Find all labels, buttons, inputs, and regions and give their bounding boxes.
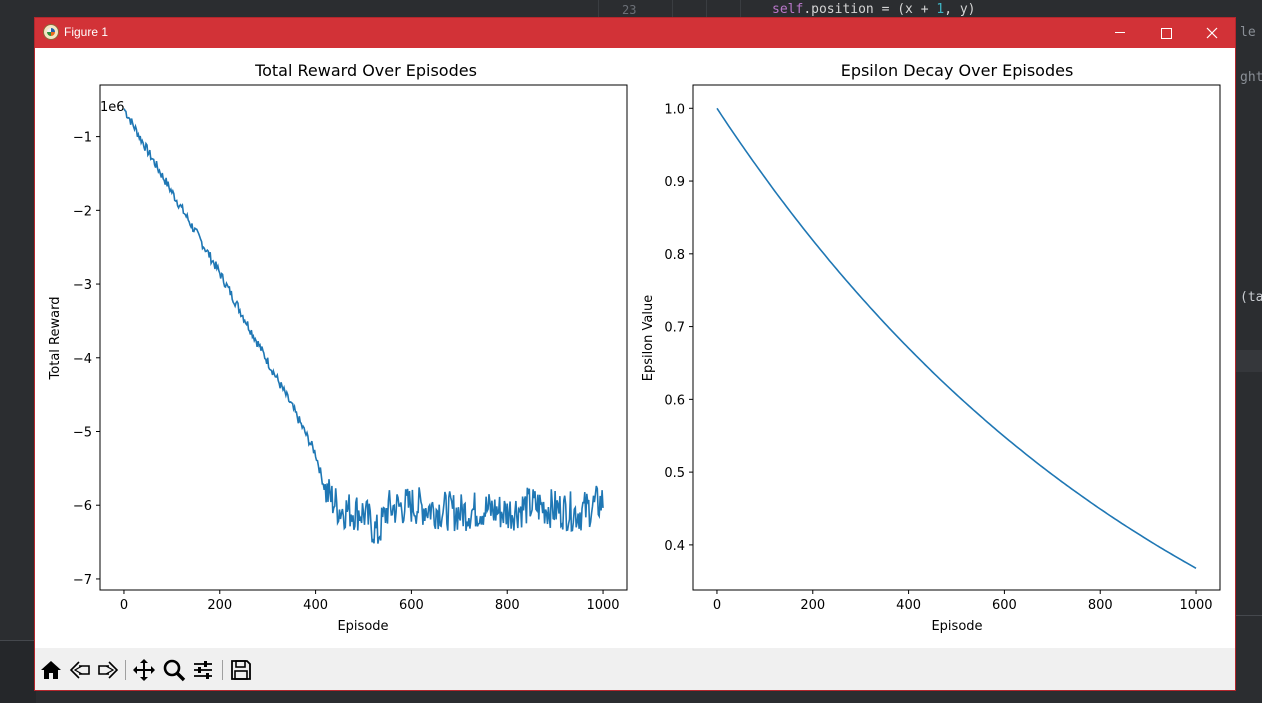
x-axis-label: Episode — [337, 619, 388, 634]
close-button[interactable] — [1189, 18, 1235, 48]
y-tick-label: −5 — [73, 425, 92, 440]
y-tick-label: −3 — [73, 278, 92, 293]
forward-icon — [98, 661, 119, 679]
home-icon — [41, 661, 61, 679]
close-icon — [1206, 27, 1218, 39]
line-number: 23 — [622, 3, 637, 17]
plot-frame — [99, 84, 628, 591]
home-button[interactable] — [39, 658, 63, 682]
y-tick-label: 0.6 — [664, 393, 685, 408]
y-axis-label: Epsilon Value — [641, 295, 656, 382]
save-icon — [231, 660, 251, 680]
y-tick-label: 1.0 — [664, 102, 685, 117]
y-tick-label: 0.7 — [664, 321, 685, 336]
y-tick-label: 0.8 — [664, 248, 685, 263]
code-fragment: ght — [1240, 70, 1262, 85]
y-tick-label: −4 — [73, 352, 92, 367]
y-tick-label: −2 — [73, 204, 92, 219]
configure-subplots-icon — [194, 661, 212, 679]
x-tick-label: 0 — [713, 598, 721, 613]
y-tick-label: −6 — [73, 499, 92, 514]
back-icon — [69, 661, 90, 679]
navigation-toolbar — [35, 648, 1235, 690]
maximize-button[interactable] — [1143, 18, 1189, 48]
title-bar[interactable]: Figure 1 — [35, 18, 1235, 48]
x-tick-label: 0 — [120, 598, 128, 613]
forward-button[interactable] — [96, 658, 120, 682]
configure-subplots-button[interactable] — [191, 658, 215, 682]
save-button[interactable] — [229, 658, 253, 682]
figure-svg: Total Reward Over Episodes 1e6 0 200 400 60… — [48, 61, 1221, 634]
code-fragment: (tar — [1240, 290, 1262, 305]
y-tick-label: −7 — [73, 573, 92, 588]
x-axis-label: Episode — [931, 619, 982, 634]
code-line: self.position = (x + 1, y) — [772, 2, 976, 17]
x-tick-label: 400 — [303, 598, 328, 613]
x-tick-label: 600 — [992, 598, 1017, 613]
chart-title: Total Reward Over Episodes — [254, 61, 477, 80]
matplotlib-icon — [43, 24, 59, 40]
plot-frame — [692, 84, 1221, 591]
series-line — [716, 107, 1197, 569]
x-tick-label: 800 — [1088, 598, 1113, 613]
x-tick-label: 800 — [495, 598, 520, 613]
x-tick-label: 200 — [800, 598, 825, 613]
x-tick-label: 1000 — [586, 598, 619, 613]
x-tick-label: 400 — [896, 598, 921, 613]
back-button[interactable] — [68, 658, 92, 682]
axis-offset-label: 1e6 — [100, 100, 125, 115]
figure-canvas[interactable]: Total Reward Over Episodes 1e6 0 200 400 60… — [35, 48, 1235, 648]
code-fragment: le — [1240, 25, 1256, 40]
pan-button[interactable] — [132, 658, 156, 682]
chart-total-reward: Total Reward Over Episodes 1e6 0 200 400 60… — [48, 61, 628, 634]
chart-title: Epsilon Decay Over Episodes — [841, 61, 1074, 80]
x-tick-label: 1000 — [1179, 598, 1212, 613]
y-tick-label: 0.9 — [664, 175, 685, 190]
x-tick-label: 600 — [399, 598, 424, 613]
y-tick-label: 0.5 — [664, 466, 685, 481]
x-tick-label: 200 — [207, 598, 232, 613]
y-tick-label: 0.4 — [664, 539, 685, 554]
y-tick-label: −1 — [73, 131, 92, 146]
minimize-button[interactable] — [1097, 18, 1143, 48]
y-axis-label: Total Reward — [48, 297, 63, 381]
series-line — [123, 108, 604, 544]
zoom-button[interactable] — [162, 658, 186, 682]
zoom-icon — [163, 659, 186, 682]
window-title: Figure 1 — [64, 25, 109, 39]
chart-epsilon-decay: Epsilon Decay Over Episodes 0 200 400 600 80… — [641, 61, 1221, 634]
pan-icon — [133, 659, 155, 681]
figure-window: Figure 1 Total Reward Over Episodes 1e6 … — [35, 18, 1235, 690]
